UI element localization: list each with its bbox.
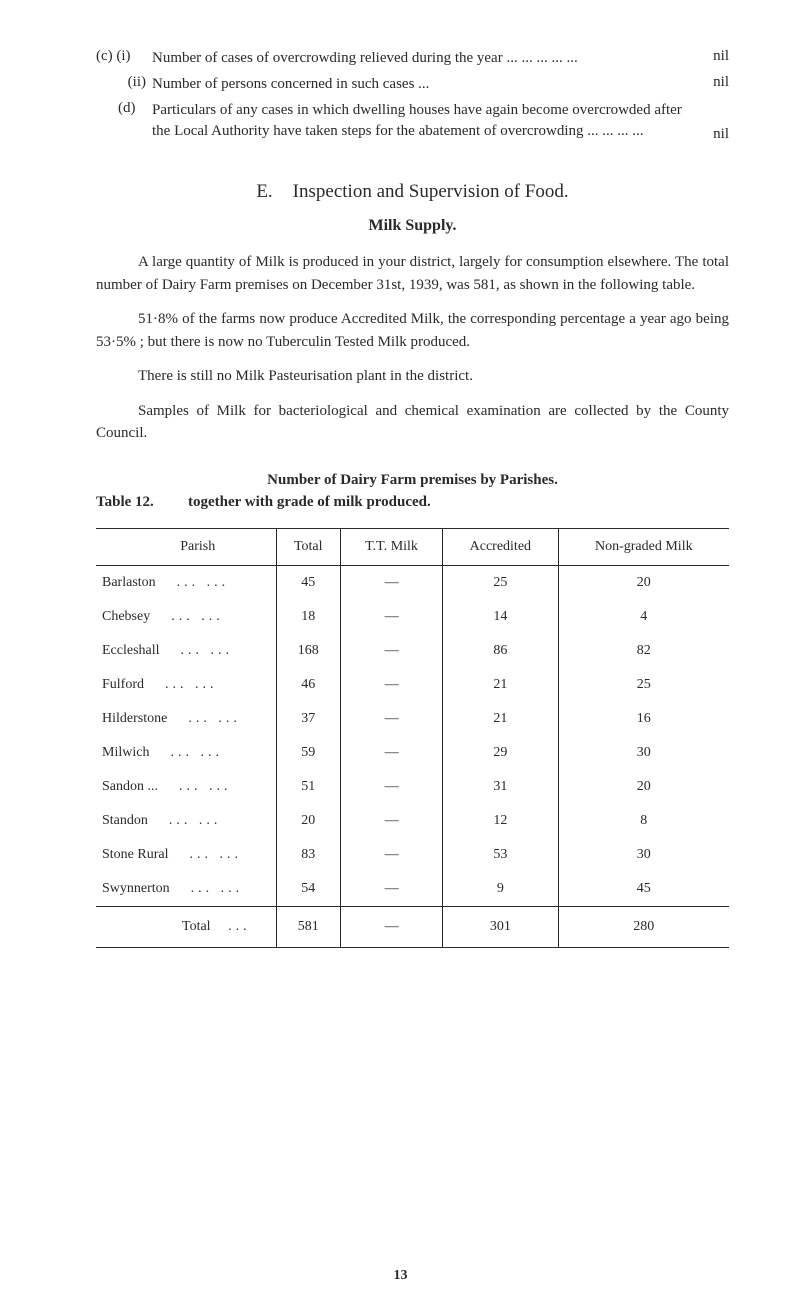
data-cell: — bbox=[341, 668, 443, 702]
table-caption: Number of Dairy Farm premises by Parishe… bbox=[96, 469, 729, 514]
data-cell: — bbox=[341, 838, 443, 872]
table-row: Standon ... ...20—128 bbox=[96, 804, 729, 838]
item-label: (c) (i) bbox=[96, 48, 152, 65]
data-cell: 168 bbox=[276, 634, 341, 668]
page-number: 13 bbox=[0, 1268, 801, 1284]
data-cell: 83 bbox=[276, 838, 341, 872]
data-cell: 4 bbox=[558, 600, 729, 634]
data-cell: — bbox=[341, 565, 443, 600]
list-item-d: (d) Particulars of any cases in which dw… bbox=[96, 100, 729, 144]
data-cell: 51 bbox=[276, 770, 341, 804]
total-cell: — bbox=[341, 906, 443, 947]
table-row: Barlaston ... ...45—2520 bbox=[96, 565, 729, 600]
data-cell: 8 bbox=[558, 804, 729, 838]
table-row: Sandon ... ... ...51—3120 bbox=[96, 770, 729, 804]
data-cell: 54 bbox=[276, 872, 341, 907]
list-item-c-i: (c) (i) Number of cases of overcrowding … bbox=[96, 48, 729, 70]
parish-cell: Standon ... ... bbox=[96, 804, 276, 838]
section-title: Inspection and Supervision of Food. bbox=[293, 181, 569, 202]
data-cell: 21 bbox=[443, 668, 559, 702]
parish-cell: Barlaston ... ... bbox=[96, 565, 276, 600]
parish-cell: Eccleshall ... ... bbox=[96, 634, 276, 668]
data-cell: 86 bbox=[443, 634, 559, 668]
caption-line: together with grade of milk produced. bbox=[188, 491, 431, 514]
parish-cell: Swynnerton ... ... bbox=[96, 872, 276, 907]
data-cell: 31 bbox=[443, 770, 559, 804]
paragraph: A large quantity of Milk is produced in … bbox=[96, 251, 729, 296]
data-cell: 59 bbox=[276, 736, 341, 770]
parish-cell: Fulford ... ... bbox=[96, 668, 276, 702]
caption-line: Number of Dairy Farm premises by Parishe… bbox=[96, 469, 729, 492]
column-header: T.T. Milk bbox=[341, 528, 443, 565]
data-cell: 20 bbox=[558, 770, 729, 804]
item-text: Number of persons concerned in such case… bbox=[152, 74, 689, 96]
data-cell: 12 bbox=[443, 804, 559, 838]
section-letter: E. bbox=[256, 181, 272, 202]
table-header-row: Parish Total T.T. Milk Accredited Non-gr… bbox=[96, 528, 729, 565]
data-cell: — bbox=[341, 770, 443, 804]
table-row: Hilderstone ... ...37—2116 bbox=[96, 702, 729, 736]
total-cell: 301 bbox=[443, 906, 559, 947]
data-cell: 46 bbox=[276, 668, 341, 702]
data-cell: 53 bbox=[443, 838, 559, 872]
table-number: Table 12. bbox=[96, 491, 188, 514]
parish-cell: Milwich ... ... bbox=[96, 736, 276, 770]
paragraph: Samples of Milk for bacteriological and … bbox=[96, 400, 729, 445]
data-cell: — bbox=[341, 702, 443, 736]
data-cell: 18 bbox=[276, 600, 341, 634]
parish-cell: Stone Rural ... ... bbox=[96, 838, 276, 872]
paragraph: 51·8% of the farms now produce Accredite… bbox=[96, 308, 729, 353]
data-cell: — bbox=[341, 804, 443, 838]
data-cell: 25 bbox=[558, 668, 729, 702]
table-row: Chebsey ... ...18—144 bbox=[96, 600, 729, 634]
table-row: Swynnerton ... ...54—945 bbox=[96, 872, 729, 907]
table-row: Fulford ... ...46—2125 bbox=[96, 668, 729, 702]
data-cell: 30 bbox=[558, 838, 729, 872]
item-value: nil bbox=[689, 48, 729, 65]
parish-cell: Sandon ... ... ... bbox=[96, 770, 276, 804]
column-header: Accredited bbox=[443, 528, 559, 565]
data-cell: 20 bbox=[558, 565, 729, 600]
total-cell: 280 bbox=[558, 906, 729, 947]
data-cell: 9 bbox=[443, 872, 559, 907]
list-item-c-ii: (ii) Number of persons concerned in such… bbox=[96, 74, 729, 96]
parish-cell: Hilderstone ... ... bbox=[96, 702, 276, 736]
data-cell: 29 bbox=[443, 736, 559, 770]
item-label: (d) bbox=[96, 100, 152, 117]
parish-cell: Chebsey ... ... bbox=[96, 600, 276, 634]
data-cell: — bbox=[341, 736, 443, 770]
section-heading: E. Inspection and Supervision of Food. bbox=[96, 181, 729, 203]
dairy-farm-table: Parish Total T.T. Milk Accredited Non-gr… bbox=[96, 528, 729, 948]
data-cell: 30 bbox=[558, 736, 729, 770]
column-header: Parish bbox=[96, 528, 276, 565]
data-cell: 25 bbox=[443, 565, 559, 600]
table-row: Milwich ... ...59—2930 bbox=[96, 736, 729, 770]
data-cell: — bbox=[341, 872, 443, 907]
table-row: Stone Rural ... ...83—5330 bbox=[96, 838, 729, 872]
item-value: nil bbox=[689, 74, 729, 91]
total-label: Total ... bbox=[96, 906, 276, 947]
data-cell: 16 bbox=[558, 702, 729, 736]
item-value: nil bbox=[689, 126, 729, 143]
data-cell: — bbox=[341, 600, 443, 634]
data-cell: 21 bbox=[443, 702, 559, 736]
data-cell: 20 bbox=[276, 804, 341, 838]
data-cell: 82 bbox=[558, 634, 729, 668]
column-header: Non-graded Milk bbox=[558, 528, 729, 565]
table-total-row: Total ...581—301280 bbox=[96, 906, 729, 947]
subsection-heading: Milk Supply. bbox=[96, 217, 729, 235]
table-row: Eccleshall ... ...168—8682 bbox=[96, 634, 729, 668]
item-label: (ii) bbox=[96, 74, 152, 91]
column-header: Total bbox=[276, 528, 341, 565]
total-cell: 581 bbox=[276, 906, 341, 947]
data-cell: 45 bbox=[558, 872, 729, 907]
paragraph: There is still no Milk Pasteurisation pl… bbox=[96, 365, 729, 388]
item-text: Number of cases of overcrowding relieved… bbox=[152, 48, 689, 70]
data-cell: 14 bbox=[443, 600, 559, 634]
item-text: Particulars of any cases in which dwelli… bbox=[152, 100, 689, 144]
data-cell: 45 bbox=[276, 565, 341, 600]
data-cell: 37 bbox=[276, 702, 341, 736]
data-cell: — bbox=[341, 634, 443, 668]
